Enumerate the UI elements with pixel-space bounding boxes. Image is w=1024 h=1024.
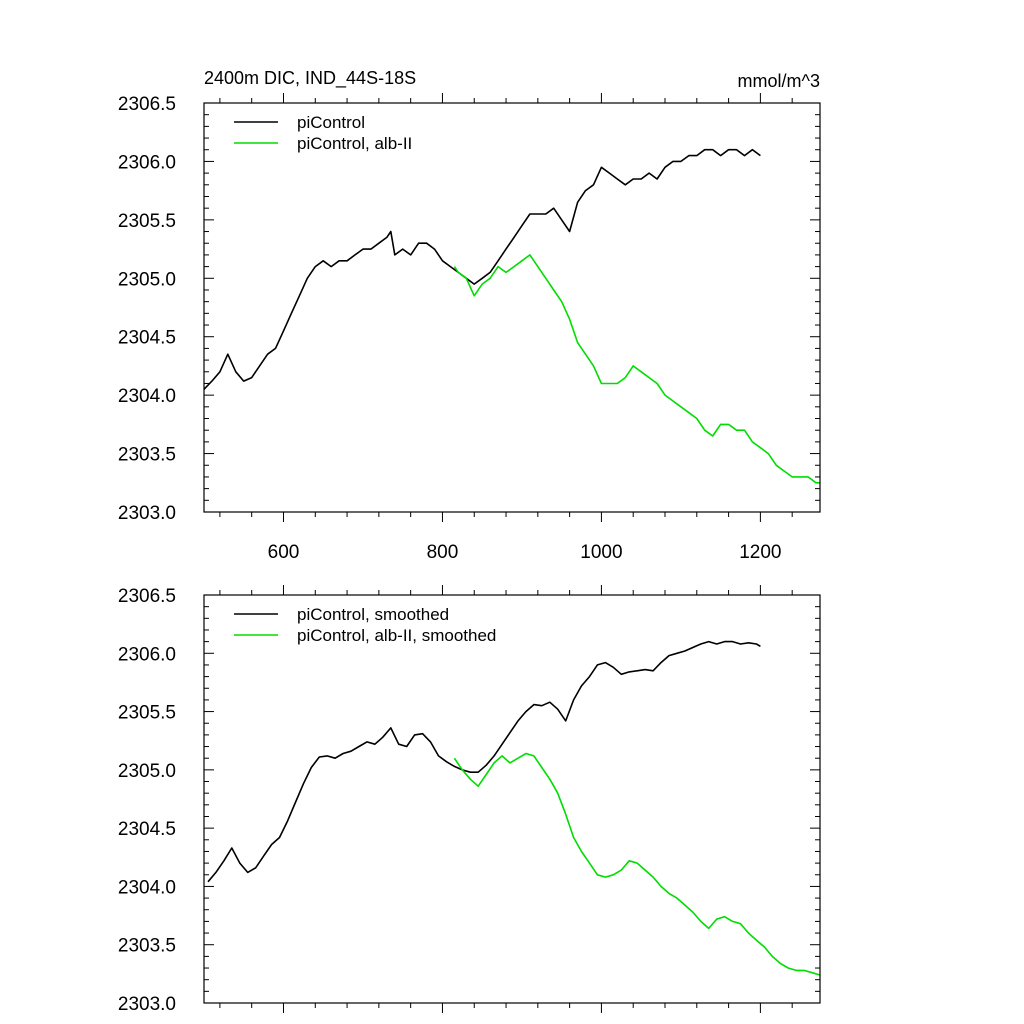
series-line-0 <box>203 148 761 390</box>
y-tick-label: 2306.0 <box>118 152 176 173</box>
y-tick-label: 2303.5 <box>118 445 176 466</box>
y-tick-label: 2303.5 <box>118 936 176 957</box>
y-tick-label: 2303.0 <box>118 503 176 524</box>
legend-entry-1: piControl, alb-II, smoothed <box>297 626 496 645</box>
y-tick-label: 2304.5 <box>118 819 176 840</box>
y-tick-label: 2305.0 <box>118 761 176 782</box>
chart-title: 2400m DIC, IND_44S-18S <box>204 68 416 89</box>
legend-entry-0: piControl, smoothed <box>297 605 449 624</box>
x-tick-label: 1000 <box>580 542 622 563</box>
y-tick-label: 2304.0 <box>118 877 176 898</box>
series-line-1 <box>453 254 820 484</box>
legend-entry-1: piControl, alb-II <box>297 134 412 153</box>
x-tick-label: 800 <box>427 542 459 563</box>
y-tick-label: 2305.5 <box>118 211 176 232</box>
bottom-panel: 2303.0 2303.5 2304.0 2304.5 2305.0 2305.5 2306… <box>118 585 821 1015</box>
series-line-1 <box>453 752 821 976</box>
y-tick-label: 2306.5 <box>118 586 176 607</box>
series-line-0 <box>207 640 761 883</box>
y-tick-label: 2305.0 <box>118 269 176 290</box>
y-tick-label: 2305.5 <box>118 703 176 724</box>
legend-entry-0: piControl <box>297 113 365 132</box>
plot-frame <box>203 102 821 513</box>
y-tick-label: 2306.0 <box>118 644 176 665</box>
y-tick-label: 2304.0 <box>118 386 176 407</box>
top-panel: 2400m DIC, IND_44S-18S mmol/m^3 2303.0 23… <box>118 68 821 563</box>
units-label: mmol/m^3 <box>738 71 820 91</box>
plot-frame <box>203 594 821 1004</box>
y-tick-label: 2303.0 <box>118 994 176 1015</box>
y-tick-label: 2306.5 <box>118 94 176 115</box>
x-tick-label: 1200 <box>739 542 781 563</box>
y-tick-label: 2304.5 <box>118 328 176 349</box>
x-tick-label: 600 <box>268 542 300 563</box>
